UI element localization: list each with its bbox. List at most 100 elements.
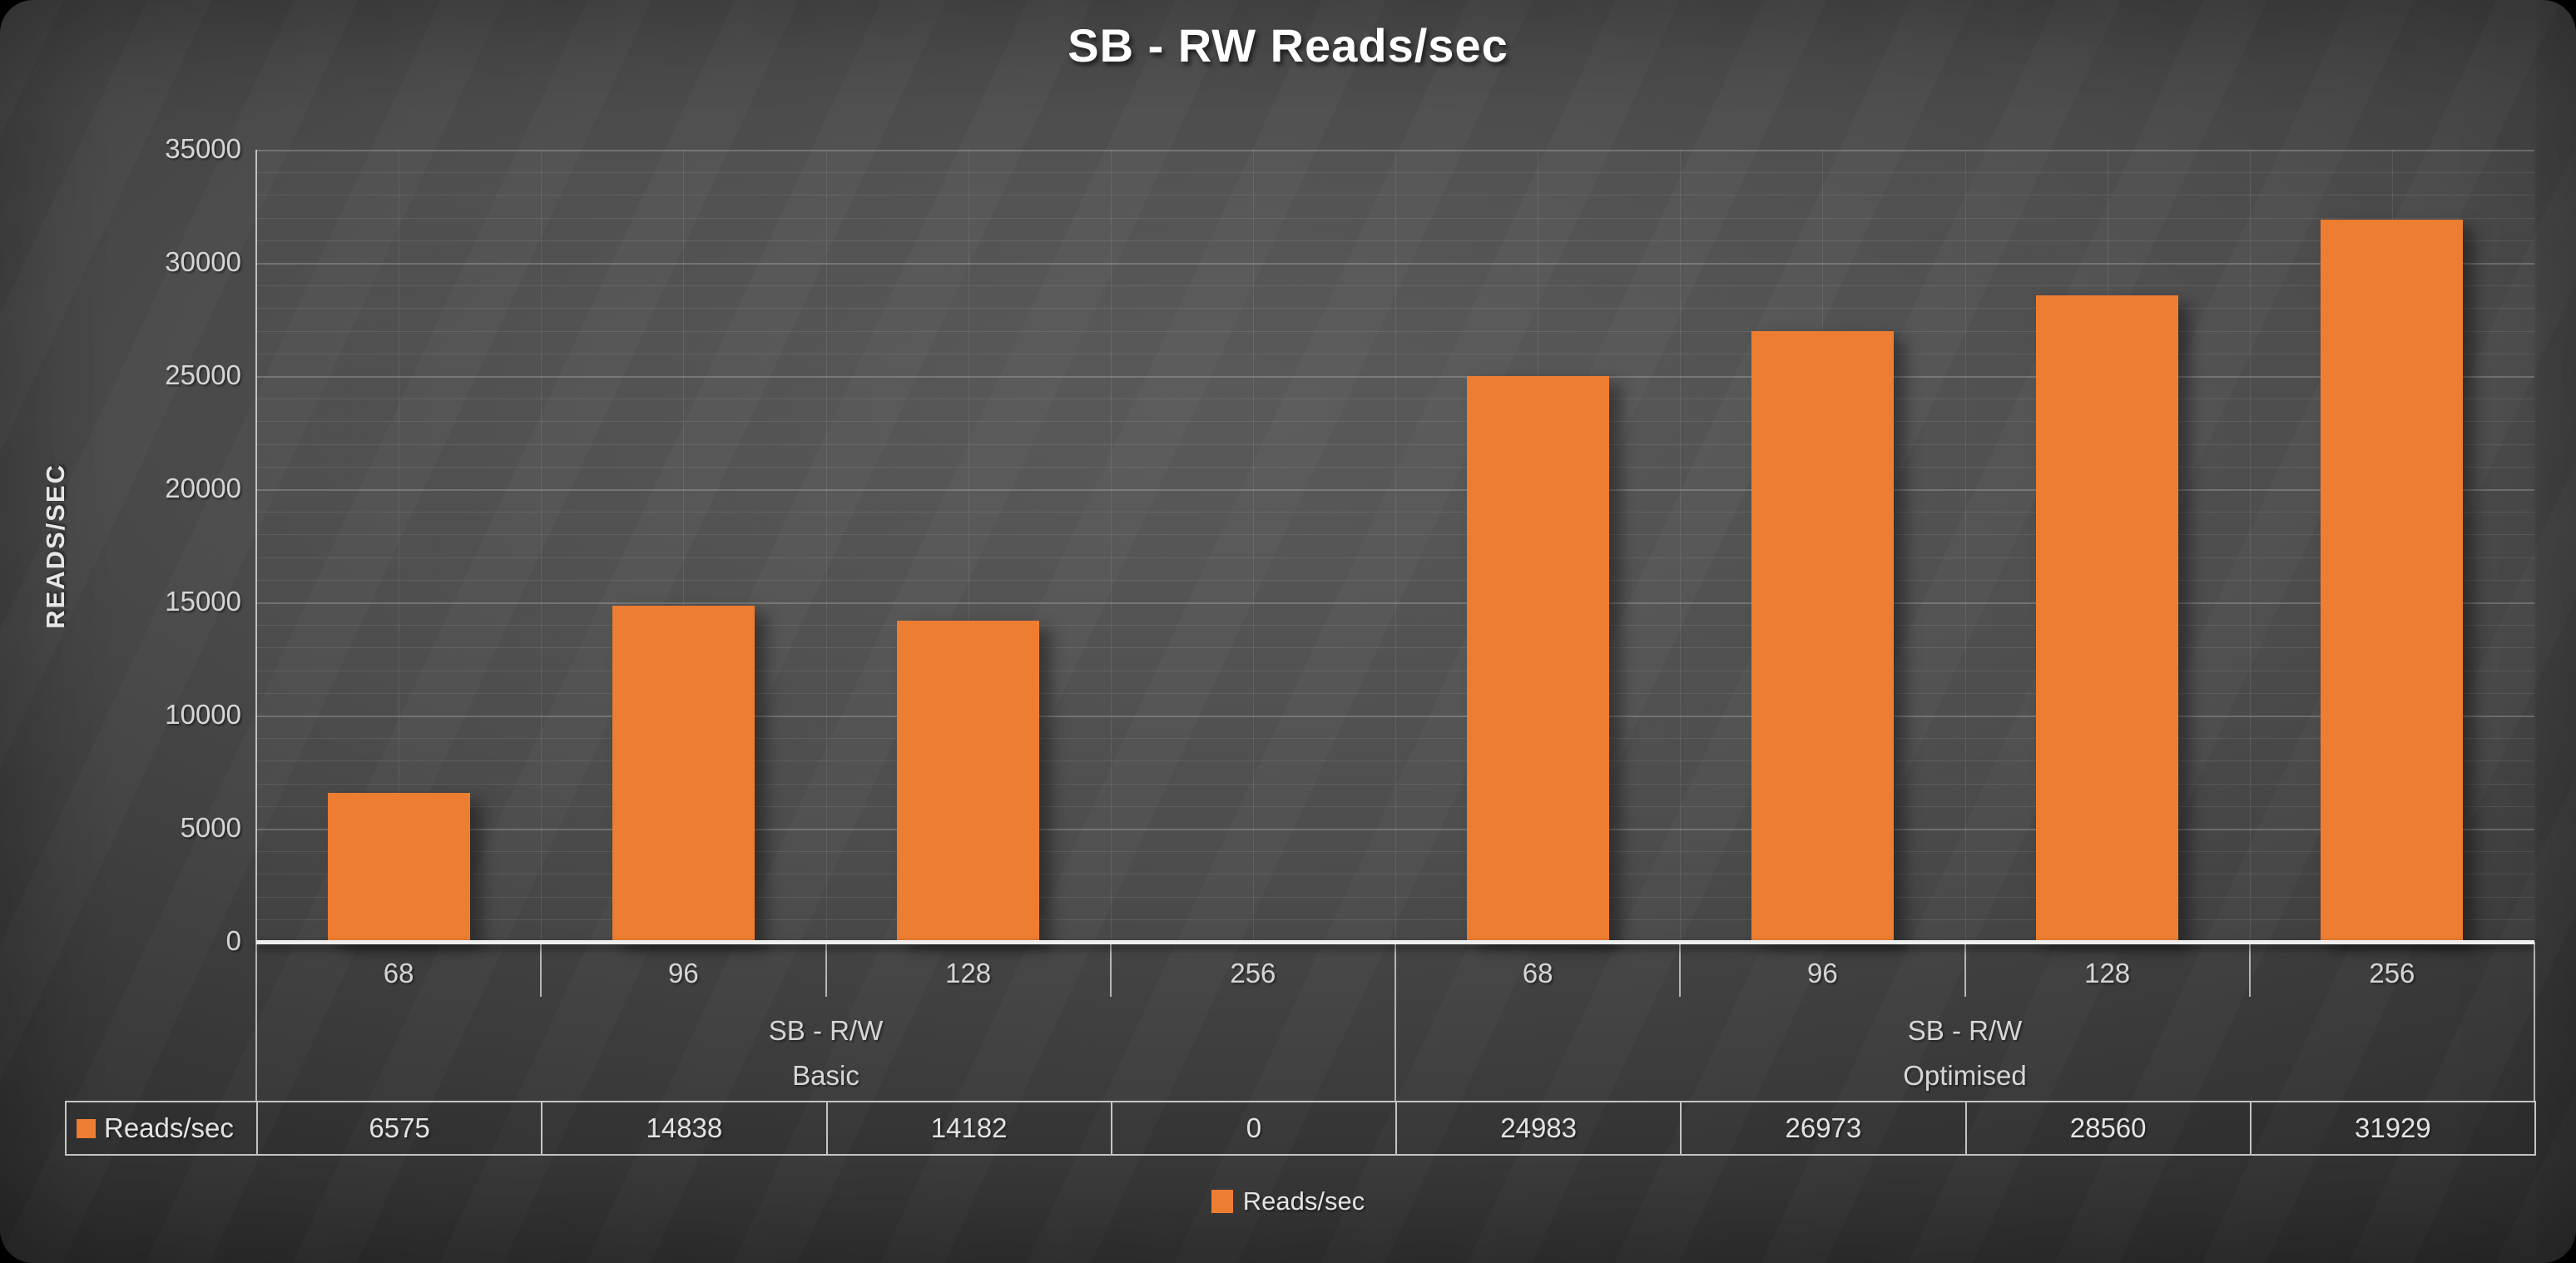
- gridline-v: [2249, 150, 2251, 942]
- category-tick-line: [540, 942, 542, 997]
- data-table-value-cell: 24983: [1395, 1102, 1680, 1154]
- gridline-h: [256, 579, 2534, 581]
- bar: [612, 606, 755, 942]
- gridline-h: [256, 783, 2534, 785]
- gridline-h: [256, 851, 2534, 853]
- gridline-h: [256, 534, 2534, 536]
- y-tick-label: 0: [225, 925, 241, 956]
- gridline-h: [256, 172, 2534, 174]
- y-tick-label: 5000: [180, 812, 241, 843]
- gridline-h: [256, 240, 2534, 241]
- gridline-h: [256, 716, 2534, 717]
- y-tick-label: 10000: [165, 699, 241, 730]
- group-cell-basic: SB - R/W Basic: [256, 1005, 1395, 1102]
- category-tick-line: [1964, 942, 1966, 997]
- y-tick-label: 25000: [165, 359, 241, 390]
- gridline-h: [256, 308, 2534, 310]
- bar: [897, 621, 1040, 942]
- gridline-h: [256, 919, 2534, 920]
- y-tick-label: 15000: [165, 586, 241, 617]
- gridline-v: [683, 150, 685, 942]
- group-boundary-line: [255, 942, 257, 1102]
- bar: [327, 793, 470, 942]
- gridline-h: [256, 330, 2534, 332]
- gridline-h: [256, 195, 2534, 196]
- gridline-h: [256, 489, 2534, 491]
- gridline-v: [1110, 150, 1112, 942]
- category-group-row: SB - R/W Basic SB - R/W Optimised: [256, 1005, 2534, 1102]
- bar: [1751, 331, 1894, 942]
- category-label: 128: [945, 958, 992, 988]
- legend-label: Reads/sec: [1242, 1186, 1365, 1216]
- gridline-h: [256, 625, 2534, 627]
- gridline-v: [1252, 150, 1254, 942]
- gridline-h: [256, 512, 2534, 513]
- gridline-h: [256, 217, 2534, 219]
- group-cell-optimised: SB - R/W Optimised: [1395, 1005, 2534, 1102]
- data-table-value-cell: 31929: [2249, 1102, 2534, 1154]
- y-tick-label: 30000: [165, 246, 241, 277]
- gridline-h: [256, 150, 2534, 151]
- gridline-v: [1680, 150, 1682, 942]
- category-tick-line: [825, 942, 827, 997]
- category-label: 96: [668, 958, 699, 988]
- gridline-h: [256, 896, 2534, 898]
- category-label: 68: [1522, 958, 1553, 988]
- category-tick-line: [1679, 942, 1682, 997]
- category-label: 256: [1230, 958, 1276, 988]
- bar: [2036, 295, 2179, 942]
- gridline-h: [256, 602, 2534, 604]
- group-boundary-line: [2534, 942, 2535, 1102]
- gridline-h: [256, 466, 2534, 468]
- gridline-h: [256, 557, 2534, 558]
- plot-area: [255, 150, 2534, 944]
- x-axis-line: [256, 940, 2534, 944]
- chart-title: SB - RW Reads/sec: [1068, 19, 1508, 72]
- data-table-value-cell: 0: [1110, 1102, 1395, 1154]
- category-tick-line: [2248, 942, 2251, 997]
- group-title: SB - R/W: [768, 1015, 884, 1046]
- gridline-h: [256, 285, 2534, 287]
- gridline-h: [256, 376, 2534, 378]
- group-subtitle: Basic: [792, 1060, 859, 1091]
- gridline-h: [256, 263, 2534, 265]
- series-color-swatch-icon: [77, 1118, 96, 1138]
- data-table-row-header: Reads/sec: [67, 1102, 256, 1154]
- gridline-h: [256, 805, 2534, 807]
- data-table-value-cell: 28560: [1964, 1102, 2250, 1154]
- category-label: 128: [2084, 958, 2131, 988]
- category-label-row: 68 96 128 256 68 96 128 256: [256, 942, 2534, 1005]
- gridline-h: [256, 738, 2534, 740]
- data-table-value-cell: 14182: [825, 1102, 1111, 1154]
- category-label: 96: [1807, 958, 1838, 988]
- gridline-v: [541, 150, 542, 942]
- gridline-h: [256, 647, 2534, 649]
- y-tick-label: 35000: [165, 133, 241, 164]
- category-label: 256: [2369, 958, 2415, 988]
- group-title: SB - R/W: [1907, 1015, 2023, 1046]
- gridline-v: [968, 150, 969, 942]
- legend-color-swatch-icon: [1211, 1190, 1233, 1213]
- bar: [1466, 376, 1609, 942]
- gridline-v: [825, 150, 827, 942]
- data-table-row: Reads/sec 6575 14838 14182 0 24983 26973 28560…: [65, 1101, 2536, 1156]
- gridline-v: [1964, 150, 1966, 942]
- bar: [2321, 219, 2464, 942]
- gridline-v: [1395, 150, 1396, 942]
- y-axis-line: [255, 150, 257, 942]
- legend: Reads/sec: [0, 1176, 2576, 1226]
- gridline-h: [256, 421, 2534, 423]
- data-table-row-header-label: Reads/sec: [104, 1112, 234, 1143]
- category-label: 68: [383, 958, 414, 988]
- y-tick-label: 20000: [165, 473, 241, 503]
- gridline-h: [256, 829, 2534, 830]
- group-subtitle: Optimised: [1903, 1060, 2027, 1091]
- data-table-value-cell: 26973: [1680, 1102, 1964, 1154]
- gridline-h: [256, 760, 2534, 762]
- data-table-value-cell: 14838: [541, 1102, 825, 1154]
- category-tick-line: [1109, 942, 1112, 997]
- gridline-h: [256, 443, 2534, 445]
- gridline-h: [256, 692, 2534, 694]
- data-table-value-cell: 6575: [256, 1102, 541, 1154]
